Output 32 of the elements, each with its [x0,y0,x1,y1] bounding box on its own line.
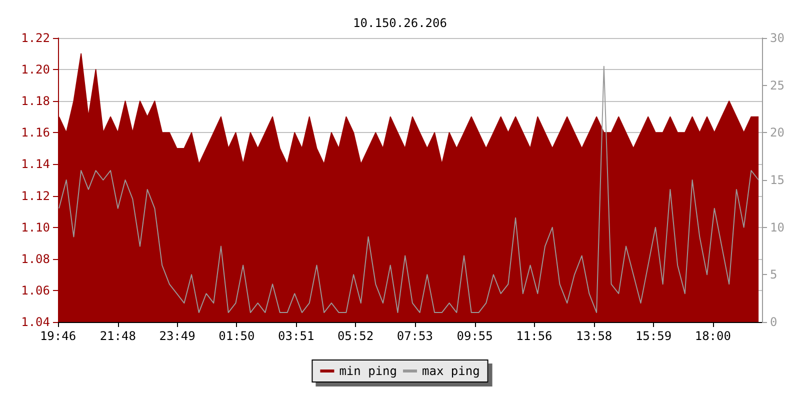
y-tick-label: 1.12 [21,188,50,203]
y-tick-label: 1.22 [21,31,50,45]
x-tick-label: 23:49 [159,329,196,343]
y-tick-label: 1.16 [21,126,50,140]
x-tick-label: 05:52 [337,329,374,343]
x-tick-label: 18:00 [694,329,731,343]
chart-title: 10.150.26.206 [353,16,447,30]
x-tick-label: 11:56 [516,329,552,343]
y-tick-label: 1.06 [21,283,50,298]
legend-label: min ping [339,364,397,378]
x-tick-label: 19:46 [40,329,76,343]
y2-tick-label: 20 [770,126,784,140]
x-tick-label: 21:48 [100,329,136,343]
x-tick-label: 15:59 [635,329,672,343]
y-tick-label: 1.14 [21,157,50,172]
x-tick-label: 07:53 [396,329,433,343]
y-tick-label: 1.08 [21,252,50,266]
y2-tick-label: 10 [770,220,784,234]
y2-tick-label: 25 [770,78,784,92]
x-tick-label: 09:55 [456,329,493,343]
y2-tick-label: 15 [770,173,784,187]
y-tick-label: 1.04 [21,315,50,329]
y-tick-label: 1.18 [21,94,50,108]
x-tick-label: 03:51 [278,329,314,343]
y2-tick-label: 30 [770,31,784,45]
y2-tick-label: 5 [770,268,778,282]
x-tick-label: 13:58 [576,329,612,343]
y2-tick-label: 0 [770,315,778,329]
x-tick-label: 01:50 [218,329,255,343]
y-tick-label: 1.10 [21,220,50,234]
y-tick-label: 1.20 [21,62,50,77]
legend-label: max ping [422,364,480,378]
